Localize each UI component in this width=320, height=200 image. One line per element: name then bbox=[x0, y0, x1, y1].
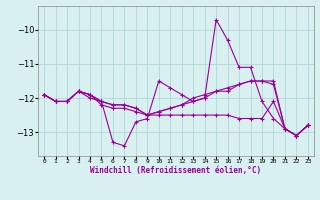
X-axis label: Windchill (Refroidissement éolien,°C): Windchill (Refroidissement éolien,°C) bbox=[91, 166, 261, 175]
